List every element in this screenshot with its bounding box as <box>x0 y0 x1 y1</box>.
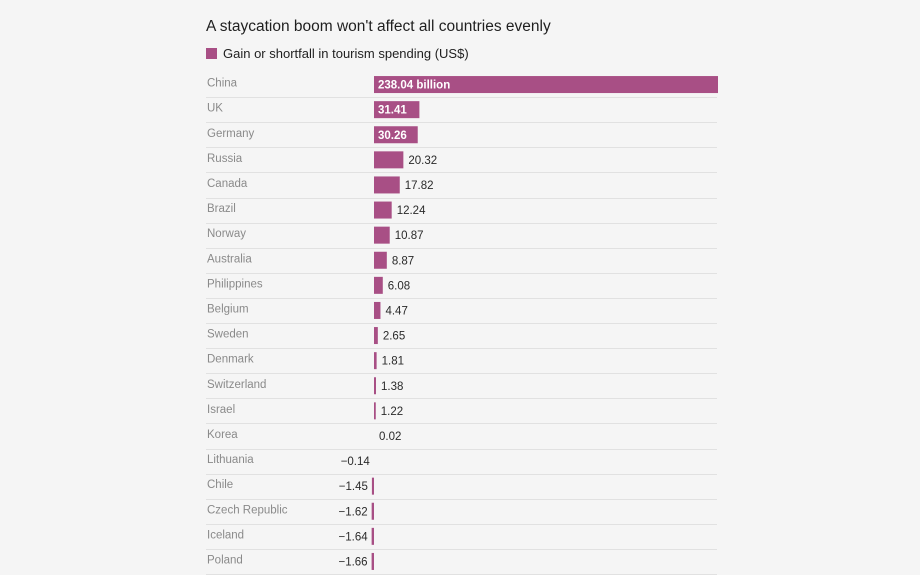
bar <box>374 377 376 395</box>
value-label: 1.22 <box>381 406 403 418</box>
category-label: Czech Republic <box>207 504 288 516</box>
category-label: Sweden <box>207 329 249 341</box>
bar <box>374 151 404 169</box>
value-label: 6.08 <box>388 280 410 292</box>
category-label: Russia <box>207 153 243 165</box>
value-label: 0.02 <box>379 431 401 443</box>
bar <box>371 502 374 520</box>
value-label: 17.82 <box>405 180 434 192</box>
category-label: Chile <box>207 479 233 491</box>
value-label: 238.04 billion <box>378 80 450 92</box>
category-label: Philippines <box>207 278 263 290</box>
category-label: Switzerland <box>207 379 266 391</box>
bar <box>374 251 387 269</box>
value-label: 1.81 <box>382 356 404 368</box>
bar <box>374 176 400 194</box>
bar <box>374 201 392 219</box>
value-label: −1.62 <box>339 506 368 518</box>
category-label: Australia <box>207 253 252 265</box>
bar <box>371 527 374 545</box>
value-label: 8.87 <box>392 255 414 267</box>
value-label: −1.66 <box>338 556 367 568</box>
legend-label: Gain or shortfall in tourism spending (U… <box>223 46 469 61</box>
bar <box>374 402 376 420</box>
bar <box>371 477 374 495</box>
bar <box>374 226 390 244</box>
bar <box>371 552 374 570</box>
value-label: 10.87 <box>395 230 424 242</box>
value-label: 4.47 <box>385 305 407 317</box>
value-label: 20.32 <box>408 155 437 167</box>
category-label: Poland <box>207 554 243 566</box>
bar <box>374 327 378 345</box>
category-label: China <box>207 78 238 90</box>
bar <box>374 76 718 94</box>
category-label: Canada <box>207 178 248 190</box>
value-label: −1.64 <box>339 531 369 543</box>
category-label: Iceland <box>207 529 244 541</box>
bar <box>374 101 420 119</box>
category-label: Norway <box>207 228 246 240</box>
value-label: 2.65 <box>383 331 405 343</box>
bar <box>374 126 418 144</box>
value-label: 1.38 <box>381 381 403 393</box>
value-label: 12.24 <box>397 205 426 217</box>
category-label: Israel <box>207 404 235 416</box>
value-label: 30.26 <box>378 130 407 142</box>
category-label: UK <box>207 103 223 115</box>
bar <box>374 301 381 319</box>
value-label: 31.41 <box>378 105 407 117</box>
legend-swatch <box>206 48 217 59</box>
category-label: Lithuania <box>207 454 254 466</box>
bar <box>374 352 377 370</box>
legend: Gain or shortfall in tourism spending (U… <box>206 46 469 61</box>
category-label: Belgium <box>207 303 249 315</box>
value-label: −0.14 <box>341 456 371 468</box>
category-label: Korea <box>207 429 238 441</box>
bar <box>374 276 383 294</box>
category-label: Denmark <box>207 354 254 366</box>
category-label: Brazil <box>207 203 236 215</box>
chart-title: A staycation boom won't affect all count… <box>206 18 551 35</box>
value-label: −1.45 <box>339 481 368 493</box>
category-label: Germany <box>207 128 255 140</box>
